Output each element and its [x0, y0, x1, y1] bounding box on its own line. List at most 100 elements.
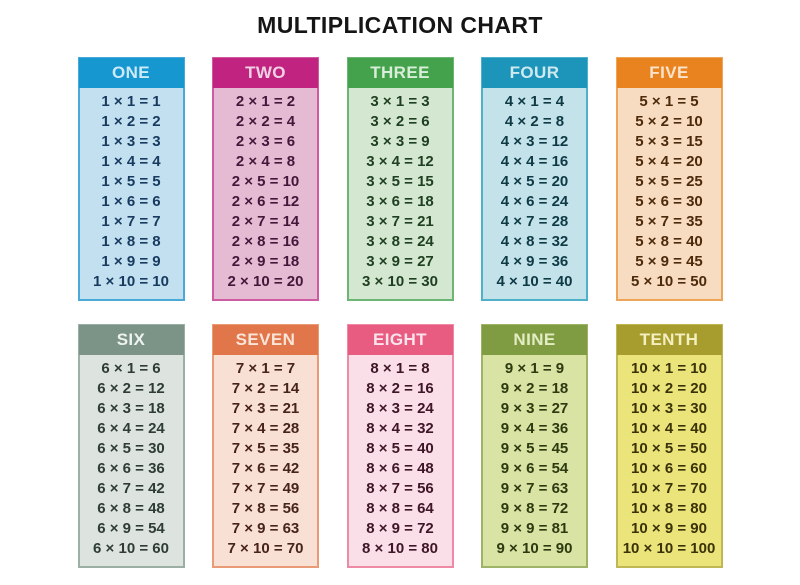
- times-table-card: SEVEN 7 × 1 = 7 7 × 2 = 14 7 × 3 = 21 7 × 4…: [212, 324, 319, 568]
- fact-row: 7 × 6 = 42: [231, 460, 300, 477]
- multiplication-board: ONE 1 × 1 = 1 1 × 2 = 2 1 × 3 = 3 1 × 4 = 4…: [77, 57, 723, 568]
- fact-row: 6 × 7 = 42: [97, 480, 165, 497]
- fact-row: 4 × 8 = 32: [500, 233, 569, 250]
- card-header-label: NINE: [482, 325, 587, 355]
- fact-row: 9 × 7 = 63: [500, 480, 569, 497]
- fact-row: 7 × 4 = 28: [231, 420, 300, 437]
- fact-row: 4 × 9 = 36: [500, 253, 569, 270]
- fact-row: 10 × 8 = 80: [631, 500, 707, 517]
- card-header-label: ONE: [78, 58, 184, 88]
- fact-row: 1 × 2 = 2: [101, 113, 161, 130]
- fact-row: 2 × 3 = 6: [235, 133, 296, 150]
- fact-row: 5 × 10 = 50: [631, 273, 707, 290]
- fact-row: 10 × 3 = 30: [631, 400, 707, 417]
- fact-row: 6 × 5 = 30: [97, 440, 165, 457]
- times-table-card: SIX 6 × 1 = 6 6 × 2 = 12 6 × 3 = 18 6 × 4 =…: [77, 324, 185, 568]
- fact-row: 5 × 3 = 15: [635, 133, 703, 150]
- fact-row: 3 × 4 = 12: [366, 153, 434, 170]
- fact-row: 3 × 2 = 6: [370, 113, 430, 130]
- fact-row: 5 × 9 = 45: [635, 253, 703, 270]
- fact-row: 10 × 1 = 10: [631, 360, 707, 377]
- card-header-label: TENTH: [616, 325, 722, 355]
- page-title: MULTIPLICATION CHART: [257, 12, 543, 38]
- times-table-card: ONE 1 × 1 = 1 1 × 2 = 2 1 × 3 = 3 1 × 4 = 4…: [77, 57, 185, 301]
- card-body: 8 × 1 = 8 8 × 2 = 16 8 × 3 = 24 8 × 4 = 32 8…: [349, 354, 452, 566]
- fact-row: 9 × 9 = 81: [500, 520, 569, 537]
- fact-row: 2 × 1 = 2: [235, 93, 296, 110]
- times-table-card: THREE 3 × 1 = 3 3 × 2 = 6 3 × 3 = 9 3 × 4 =…: [346, 57, 454, 301]
- fact-row: 2 × 2 = 4: [235, 113, 296, 130]
- fact-row: 6 × 10 = 60: [93, 540, 169, 557]
- fact-row: 6 × 8 = 48: [97, 500, 165, 517]
- fact-row: 7 × 2 = 14: [231, 380, 300, 397]
- fact-row: 4 × 4 = 16: [500, 153, 569, 170]
- fact-row: 9 × 2 = 18: [500, 380, 569, 397]
- card-body: 9 × 1 = 9 9 × 2 = 18 9 × 3 = 27 9 × 4 = 36 9…: [483, 354, 586, 566]
- fact-row: 4 × 10 = 40: [496, 273, 573, 290]
- times-table-card: FOUR 4 × 1 = 4 4 × 2 = 8 4 × 3 = 12 4 × 4 =…: [481, 57, 588, 301]
- card-body: 1 × 1 = 1 1 × 2 = 2 1 × 3 = 3 1 × 4 = 4 1 × …: [80, 87, 183, 299]
- fact-row: 3 × 9 = 27: [366, 253, 434, 270]
- fact-row: 6 × 1 = 6: [101, 360, 161, 377]
- fact-row: 8 × 10 = 80: [362, 540, 438, 557]
- fact-row: 5 × 6 = 30: [635, 193, 703, 210]
- fact-row: 7 × 5 = 35: [231, 440, 300, 457]
- fact-row: 5 × 1 = 5: [639, 93, 699, 110]
- fact-row: 9 × 10 = 90: [496, 540, 573, 557]
- fact-row: 2 × 7 = 14: [231, 213, 300, 230]
- card-header-label: TWO: [213, 58, 318, 88]
- card-header-label: SEVEN: [213, 325, 318, 355]
- fact-row: 10 × 6 = 60: [631, 460, 707, 477]
- card-body: 7 × 1 = 7 7 × 2 = 14 7 × 3 = 21 7 × 4 = 28 7…: [214, 354, 317, 566]
- fact-row: 9 × 8 = 72: [500, 500, 569, 517]
- card-header-label: FOUR: [482, 58, 587, 88]
- card-body: 4 × 1 = 4 4 × 2 = 8 4 × 3 = 12 4 × 4 = 16 4 …: [483, 87, 586, 299]
- fact-row: 8 × 4 = 32: [366, 420, 434, 437]
- fact-row: 3 × 8 = 24: [366, 233, 434, 250]
- fact-row: 7 × 7 = 49: [231, 480, 300, 497]
- fact-row: 2 × 8 = 16: [231, 233, 300, 250]
- fact-row: 9 × 1 = 9: [504, 360, 565, 377]
- fact-row: 10 × 10 = 100: [622, 540, 716, 557]
- fact-row: 9 × 4 = 36: [500, 420, 569, 437]
- card-body: 5 × 1 = 5 5 × 2 = 10 5 × 3 = 15 5 × 4 = 20 5…: [618, 87, 721, 299]
- fact-row: 8 × 7 = 56: [366, 480, 434, 497]
- fact-row: 3 × 3 = 9: [370, 133, 430, 150]
- fact-row: 6 × 9 = 54: [97, 520, 165, 537]
- times-table-card: TWO 2 × 1 = 2 2 × 2 = 4 2 × 3 = 6 2 × 4 = 8…: [212, 57, 319, 301]
- card-body: 2 × 1 = 2 2 × 2 = 4 2 × 3 = 6 2 × 4 = 8 2 × …: [214, 87, 317, 299]
- fact-row: 3 × 7 = 21: [366, 213, 434, 230]
- fact-row: 2 × 9 = 18: [231, 253, 300, 270]
- card-header-label: SIX: [78, 325, 184, 355]
- fact-row: 8 × 8 = 64: [366, 500, 434, 517]
- fact-row: 8 × 5 = 40: [366, 440, 434, 457]
- fact-row: 1 × 4 = 4: [101, 153, 161, 170]
- fact-row: 7 × 3 = 21: [231, 400, 300, 417]
- times-table-card: TENTH 10 × 1 = 10 10 × 2 = 20 10 × 3 = 30 1…: [615, 324, 723, 568]
- fact-row: 10 × 4 = 40: [631, 420, 707, 437]
- fact-row: 3 × 6 = 18: [366, 193, 434, 210]
- fact-row: 10 × 5 = 50: [631, 440, 707, 457]
- fact-row: 9 × 6 = 54: [500, 460, 569, 477]
- fact-row: 1 × 6 = 6: [101, 193, 161, 210]
- fact-row: 2 × 6 = 12: [231, 193, 300, 210]
- fact-row: 5 × 5 = 25: [635, 173, 703, 190]
- fact-row: 4 × 5 = 20: [500, 173, 569, 190]
- fact-row: 8 × 6 = 48: [366, 460, 434, 477]
- fact-row: 7 × 10 = 70: [227, 540, 304, 557]
- fact-row: 3 × 5 = 15: [366, 173, 434, 190]
- fact-row: 2 × 4 = 8: [235, 153, 296, 170]
- card-body: 3 × 1 = 3 3 × 2 = 6 3 × 3 = 9 3 × 4 = 12 3 ×…: [349, 87, 452, 299]
- fact-row: 6 × 6 = 36: [97, 460, 165, 477]
- card-header-label: THREE: [347, 58, 453, 88]
- fact-row: 4 × 1 = 4: [504, 93, 565, 110]
- fact-row: 3 × 1 = 3: [370, 93, 430, 110]
- fact-row: 7 × 8 = 56: [231, 500, 300, 517]
- fact-row: 5 × 4 = 20: [635, 153, 703, 170]
- fact-row: 8 × 3 = 24: [366, 400, 434, 417]
- times-table-card: EIGHT 8 × 1 = 8 8 × 2 = 16 8 × 3 = 24 8 × 4…: [346, 324, 454, 568]
- fact-row: 2 × 5 = 10: [231, 173, 300, 190]
- fact-row: 6 × 4 = 24: [97, 420, 165, 437]
- fact-row: 9 × 5 = 45: [500, 440, 569, 457]
- fact-row: 2 × 10 = 20: [227, 273, 304, 290]
